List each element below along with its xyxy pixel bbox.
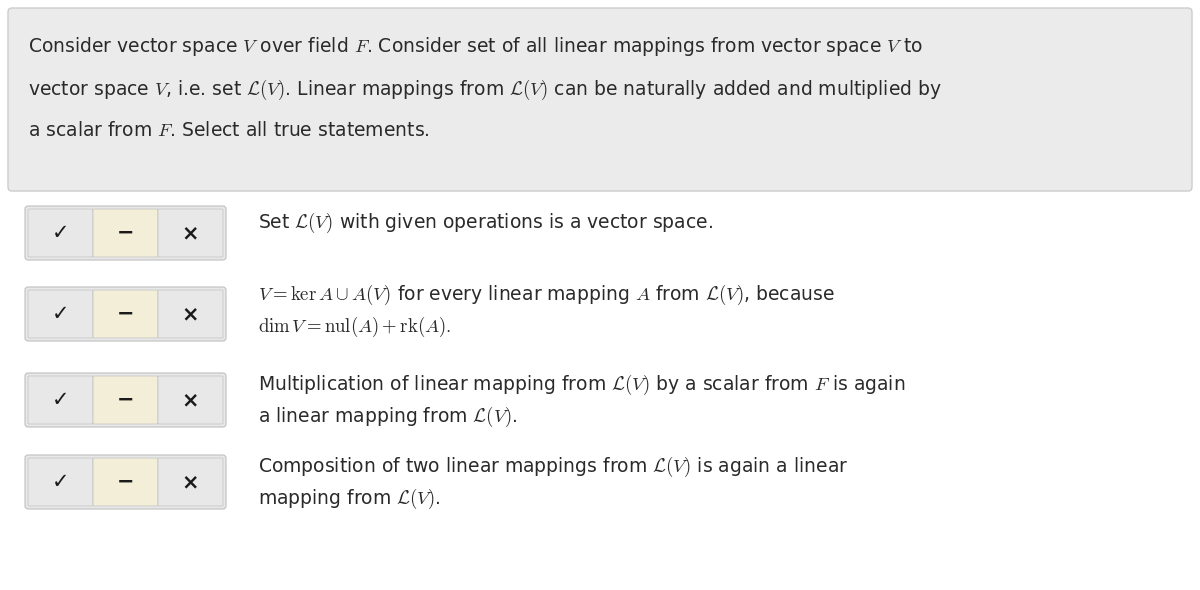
FancyBboxPatch shape (25, 455, 226, 509)
FancyBboxPatch shape (25, 373, 226, 427)
Text: −: − (116, 223, 134, 243)
Text: ✓: ✓ (52, 223, 70, 243)
FancyBboxPatch shape (28, 376, 94, 424)
Text: vector space $V$, i.e. set $\mathcal{L}(V)$. Linear mappings from $\mathcal{L}(V: vector space $V$, i.e. set $\mathcal{L}(… (28, 78, 942, 102)
FancyBboxPatch shape (28, 290, 94, 338)
Text: ×: × (181, 304, 199, 324)
Text: mapping from $\mathcal{L}(V)$.: mapping from $\mathcal{L}(V)$. (258, 487, 440, 511)
Text: $V = \ker A \cup A(V)$ for every linear mapping $A$ from $\mathcal{L}(V)$, becau: $V = \ker A \cup A(V)$ for every linear … (258, 283, 835, 307)
FancyBboxPatch shape (158, 376, 223, 424)
Text: Set $\mathcal{L}(V)$ with given operations is a vector space.: Set $\mathcal{L}(V)$ with given operatio… (258, 211, 713, 235)
Text: $\dim V = \mathrm{nul}(A) + \mathrm{rk}(A).$: $\dim V = \mathrm{nul}(A) + \mathrm{rk}(… (258, 315, 451, 339)
Text: Multiplication of linear mapping from $\mathcal{L}(V)$ by a scalar from $F$ is a: Multiplication of linear mapping from $\… (258, 373, 905, 397)
FancyBboxPatch shape (158, 290, 223, 338)
Text: −: − (116, 304, 134, 324)
Text: a linear mapping from $\mathcal{L}(V)$.: a linear mapping from $\mathcal{L}(V)$. (258, 405, 517, 429)
Text: Composition of two linear mappings from $\mathcal{L}(V)$ is again a linear: Composition of two linear mappings from … (258, 455, 848, 479)
Text: ✓: ✓ (52, 304, 70, 324)
FancyBboxPatch shape (94, 376, 158, 424)
FancyBboxPatch shape (94, 458, 158, 506)
FancyBboxPatch shape (25, 206, 226, 260)
Text: ✓: ✓ (52, 472, 70, 492)
FancyBboxPatch shape (158, 209, 223, 257)
Text: a scalar from $F$. Select all true statements.: a scalar from $F$. Select all true state… (28, 121, 430, 140)
Text: ✓: ✓ (52, 390, 70, 410)
Text: ×: × (181, 223, 199, 243)
FancyBboxPatch shape (94, 290, 158, 338)
FancyBboxPatch shape (8, 8, 1192, 191)
FancyBboxPatch shape (94, 209, 158, 257)
Text: −: − (116, 390, 134, 410)
Text: −: − (116, 472, 134, 492)
FancyBboxPatch shape (28, 209, 94, 257)
Text: ×: × (181, 390, 199, 410)
FancyBboxPatch shape (28, 458, 94, 506)
FancyBboxPatch shape (25, 287, 226, 341)
Text: Consider vector space $V$ over field $F$. Consider set of all linear mappings fr: Consider vector space $V$ over field $F$… (28, 35, 923, 58)
Text: ×: × (181, 472, 199, 492)
FancyBboxPatch shape (158, 458, 223, 506)
